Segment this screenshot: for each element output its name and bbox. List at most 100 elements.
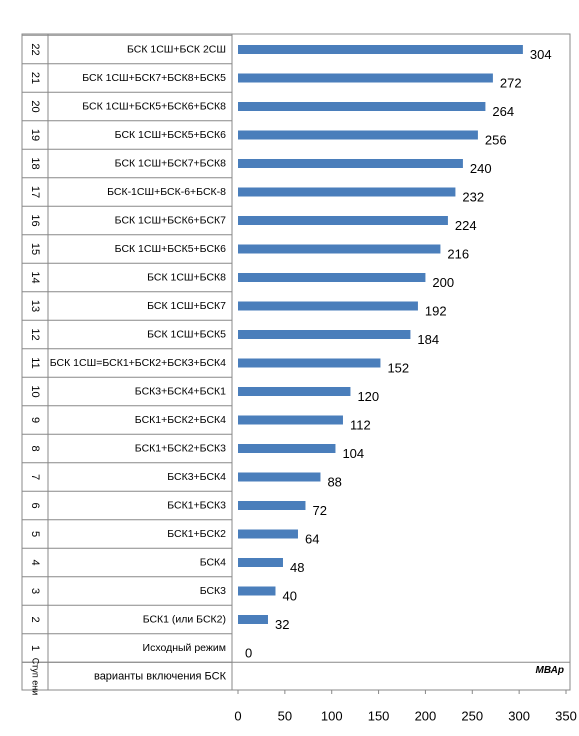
x-tick-label: 50	[278, 708, 292, 723]
value-label: 72	[312, 503, 326, 518]
value-label: 40	[282, 588, 296, 603]
value-label: 192	[425, 303, 447, 318]
stage-label: 20	[29, 100, 41, 112]
category-label: БСК 1СШ+БСК6+БСК7	[115, 214, 226, 226]
value-label: 0	[245, 645, 252, 660]
value-label: 216	[447, 246, 469, 261]
stage-header: Ступ ени	[31, 658, 41, 696]
category-label: БСК3+БСК4+БСК1	[135, 385, 226, 397]
value-label: 88	[327, 474, 341, 489]
value-label: 232	[462, 189, 484, 204]
category-label: БСК1+БСК2+БСК3	[135, 442, 226, 454]
bar	[238, 330, 411, 339]
value-label: 48	[290, 560, 304, 575]
stage-label: 3	[29, 588, 41, 594]
x-tick-label: 250	[461, 708, 483, 723]
bar	[238, 244, 441, 254]
bar	[238, 130, 478, 140]
value-label: 264	[492, 104, 514, 119]
x-tick-label: 350	[555, 708, 577, 723]
category-label: БСК3+БСК4	[167, 471, 226, 483]
category-label: БСК 1СШ+БСК5+БСК6	[115, 243, 226, 255]
bar	[238, 615, 268, 624]
bar	[238, 216, 448, 225]
value-label: 64	[305, 531, 319, 546]
stage-label: 5	[29, 531, 41, 537]
stage-label: 18	[29, 157, 41, 169]
category-label: БСК 1СШ+БСК5+БСК6+БСК8	[82, 100, 226, 112]
bar	[238, 415, 343, 425]
category-label: БСК 1СШ+БСК8	[147, 271, 226, 283]
x-tick-label: 150	[368, 708, 390, 723]
x-tick-label: 100	[321, 708, 343, 723]
stage-label: 22	[29, 43, 41, 55]
stage-label: 21	[29, 72, 41, 84]
bar	[238, 529, 298, 539]
stage-label: 2	[29, 616, 41, 622]
category-label: БСК-1СШ+БСК-6+БСК-8	[107, 186, 226, 198]
bar	[238, 501, 306, 510]
bar	[238, 444, 336, 453]
x-tick-label: 0	[234, 708, 241, 723]
value-label: 224	[455, 218, 477, 233]
value-label: 256	[485, 132, 507, 147]
frame	[21, 33, 571, 691]
category-label: БСК1+БСК3	[167, 499, 226, 511]
value-label: 112	[350, 417, 371, 432]
stage-label: 8	[29, 445, 41, 451]
category-label: БСК 1СШ=БСК1+БСК2+БСК3+БСК4	[50, 357, 226, 369]
value-label: 152	[387, 360, 409, 375]
bar	[238, 45, 523, 54]
bar	[238, 273, 426, 282]
category-label: БСК4	[200, 556, 226, 568]
stage-label: 15	[29, 243, 41, 255]
value-label: 120	[357, 389, 379, 404]
category-header: варианты включения БСК	[94, 670, 227, 682]
bar	[238, 73, 493, 83]
bar	[238, 358, 381, 368]
value-label: 32	[275, 617, 289, 632]
bar	[238, 102, 486, 111]
value-label: 184	[417, 332, 439, 347]
stage-label: 14	[29, 271, 41, 283]
stage-label: 12	[29, 328, 41, 340]
stage-label: 7	[29, 474, 41, 480]
category-label: БСК1 (или БСК2)	[143, 613, 226, 625]
category-label: БСК 1СШ+БСК5	[147, 328, 226, 340]
x-tick-label: 300	[508, 708, 530, 723]
stage-label: 16	[29, 214, 41, 226]
value-label: 272	[500, 75, 522, 90]
stage-label: 4	[29, 559, 41, 565]
category-label: БСК 1СШ+БСК7	[147, 300, 226, 312]
bar	[238, 387, 351, 396]
category-label: Исходный режим	[143, 642, 226, 654]
bar	[238, 301, 418, 311]
bar	[238, 187, 456, 197]
stage-label: 1	[29, 645, 41, 651]
value-label: 240	[470, 161, 492, 176]
stage-label: 19	[29, 129, 41, 141]
value-axis-label: МВАр	[535, 665, 564, 676]
stage-label: 13	[29, 300, 41, 312]
bar	[238, 586, 276, 596]
bar	[238, 472, 321, 482]
category-label: БСК 1СШ+БСК7+БСК8	[115, 157, 226, 169]
value-label: 104	[342, 446, 364, 461]
category-label: БСК 1СШ+БСК7+БСК8+БСК5	[82, 72, 226, 84]
category-label: БСК1+БСК2+БСК4	[135, 414, 226, 426]
stage-label: 6	[29, 502, 41, 508]
category-label: БСК 1СШ+БСК 2СШ	[127, 43, 226, 55]
stage-label: 9	[29, 417, 41, 423]
stage-label: 10	[29, 385, 41, 397]
bar	[238, 159, 463, 168]
stage-label: 11	[29, 357, 41, 368]
category-label: БСК3	[200, 585, 226, 597]
value-label: 304	[530, 47, 552, 62]
bar	[238, 558, 283, 567]
category-label: БСК1+БСК2	[167, 528, 226, 540]
value-label: 200	[432, 275, 454, 290]
x-tick-label: 200	[415, 708, 437, 723]
category-label: БСК 1СШ+БСК5+БСК6	[115, 129, 226, 141]
stage-label: 17	[29, 186, 41, 198]
